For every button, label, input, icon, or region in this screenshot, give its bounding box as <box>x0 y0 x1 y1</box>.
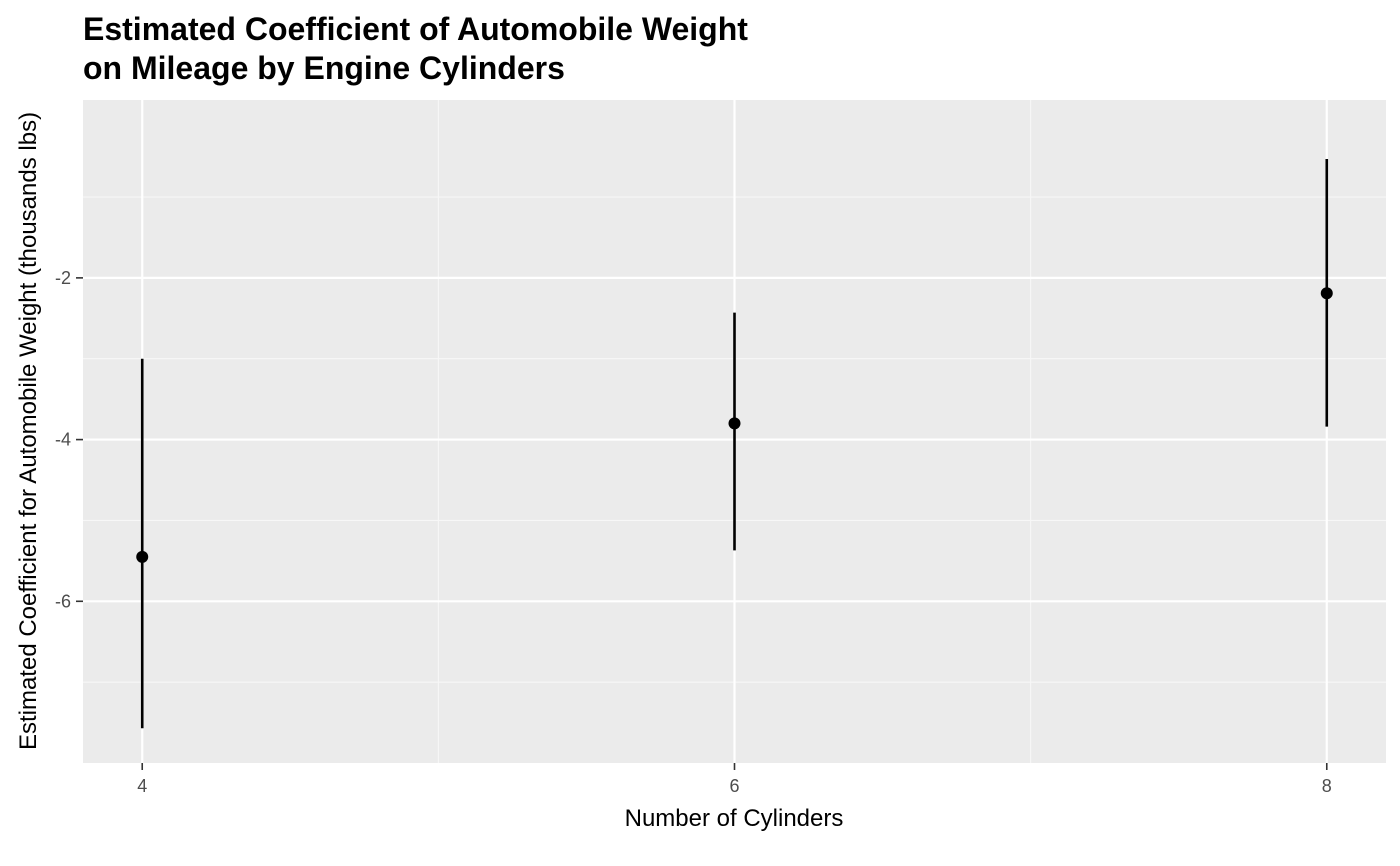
chart-title-line-1: Estimated Coefficient of Automobile Weig… <box>83 11 748 47</box>
chart-title-line-2: on Mileage by Engine Cylinders <box>83 50 565 86</box>
x-tick-label: 6 <box>729 776 739 796</box>
y-axis-title: Estimated Coefficient for Automobile Wei… <box>15 112 42 750</box>
y-axis-ticks: -2 -4 -6 <box>55 268 83 611</box>
y-tick-label: -4 <box>55 430 71 450</box>
estimate-point <box>1320 287 1333 300</box>
y-tick-label: -2 <box>55 268 71 288</box>
x-tick-label: 4 <box>137 776 147 796</box>
y-tick-label: -6 <box>55 591 71 611</box>
x-axis-title: Number of Cylinders <box>625 805 844 832</box>
data-marks <box>136 159 1333 729</box>
estimate-point <box>136 550 149 563</box>
x-tick-label: 8 <box>1322 776 1332 796</box>
estimate-point <box>728 417 741 430</box>
x-axis-ticks: 4 6 8 <box>137 763 1332 796</box>
